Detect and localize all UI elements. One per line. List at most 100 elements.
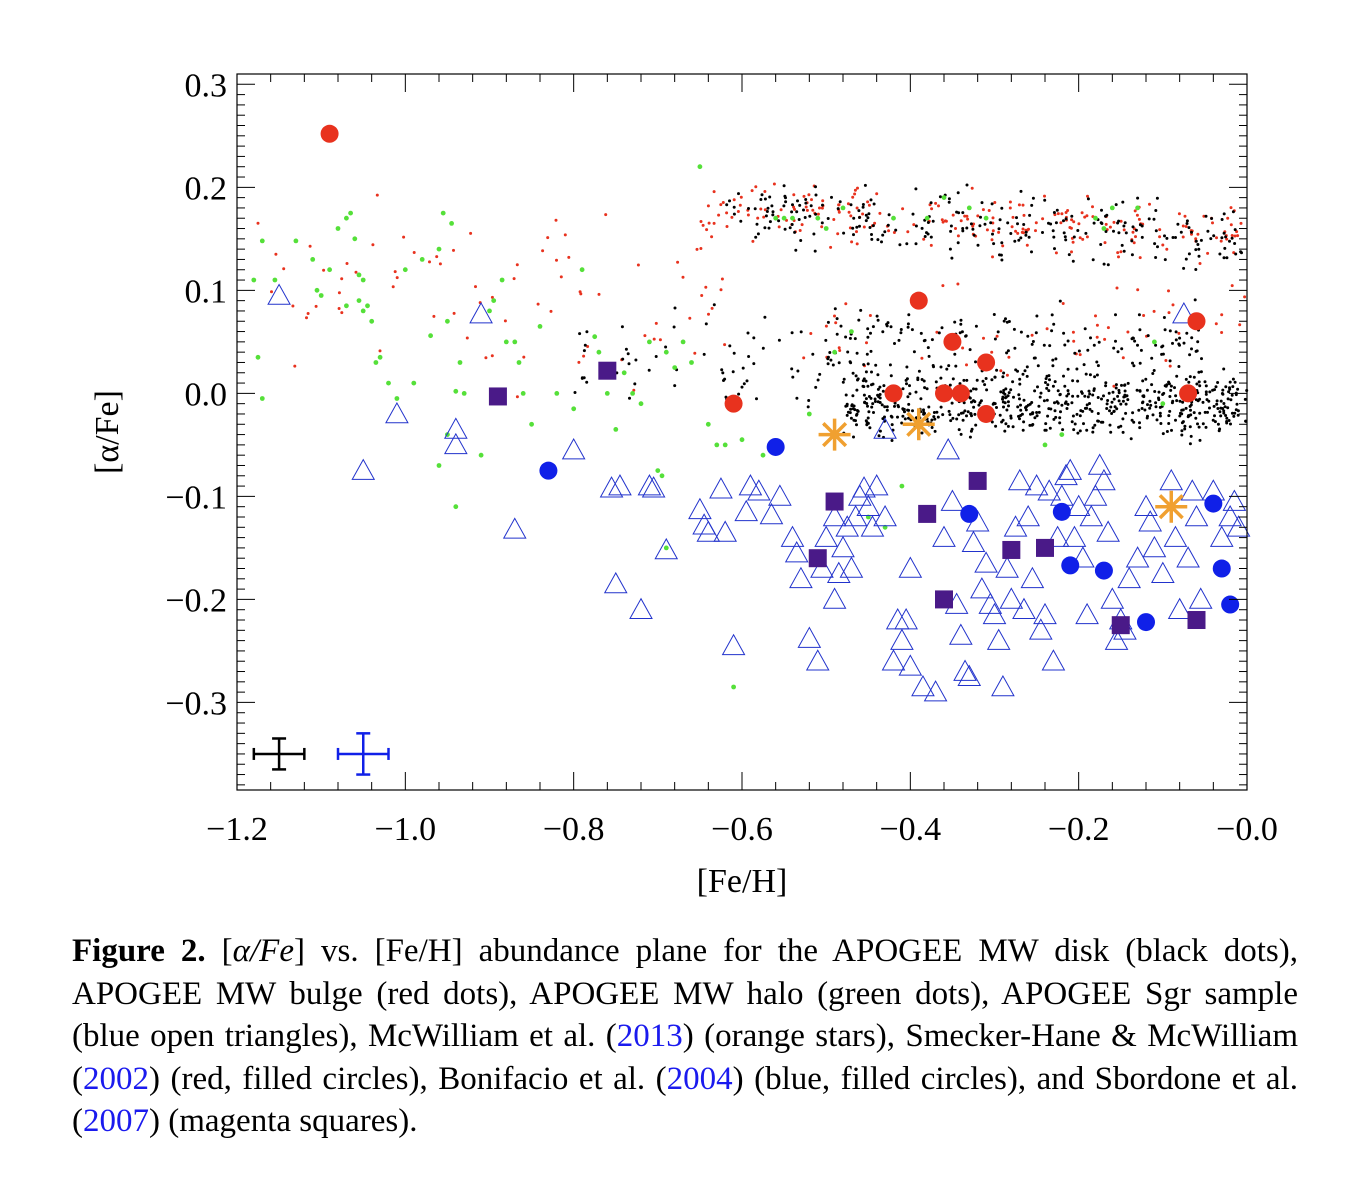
data-point bbox=[1114, 203, 1118, 207]
data-point bbox=[1172, 302, 1196, 324]
data-point bbox=[890, 415, 894, 419]
data-point bbox=[1059, 410, 1062, 414]
data-point bbox=[1229, 206, 1233, 210]
data-point bbox=[1233, 242, 1237, 245]
citation-link-2002[interactable]: 2002 bbox=[83, 1060, 149, 1097]
data-point bbox=[1193, 298, 1197, 302]
data-point bbox=[583, 343, 587, 347]
data-point bbox=[1222, 212, 1226, 216]
data-point bbox=[393, 270, 397, 274]
data-point bbox=[704, 322, 708, 326]
data-point bbox=[939, 376, 943, 380]
data-point bbox=[1067, 253, 1071, 257]
data-point bbox=[818, 418, 851, 451]
data-point bbox=[1046, 414, 1050, 418]
data-point bbox=[803, 216, 807, 219]
data-point bbox=[848, 226, 852, 230]
data-point bbox=[663, 349, 669, 355]
data-point bbox=[1171, 236, 1175, 239]
data-point bbox=[728, 344, 732, 348]
data-point bbox=[937, 204, 940, 208]
data-point bbox=[792, 205, 796, 209]
data-point bbox=[1206, 410, 1209, 414]
data-point bbox=[747, 355, 751, 358]
data-point bbox=[959, 411, 963, 415]
data-point bbox=[1167, 597, 1192, 620]
citation-link-2007[interactable]: 2007 bbox=[83, 1103, 149, 1139]
data-point bbox=[673, 306, 677, 310]
data-point bbox=[1100, 397, 1103, 401]
data-point bbox=[1070, 214, 1074, 218]
data-point bbox=[1058, 393, 1062, 397]
data-point bbox=[1097, 340, 1101, 344]
data-point bbox=[1052, 322, 1056, 326]
data-point bbox=[881, 649, 906, 671]
data-point bbox=[1180, 433, 1184, 437]
data-point bbox=[992, 313, 996, 316]
data-point bbox=[1091, 258, 1095, 262]
data-point bbox=[1030, 203, 1034, 207]
data-point bbox=[1070, 420, 1074, 424]
data-point bbox=[1116, 350, 1120, 354]
data-point bbox=[1083, 327, 1087, 331]
data-point bbox=[419, 257, 425, 262]
data-point bbox=[922, 408, 925, 412]
data-point bbox=[872, 202, 876, 206]
data-point bbox=[1100, 587, 1125, 609]
data-point bbox=[1229, 223, 1233, 227]
data-point bbox=[765, 210, 769, 213]
data-point bbox=[554, 218, 558, 222]
data-point bbox=[688, 316, 692, 320]
data-point bbox=[849, 416, 853, 420]
data-point bbox=[488, 387, 507, 406]
data-point bbox=[1004, 387, 1008, 391]
data-point bbox=[791, 375, 795, 379]
data-point bbox=[1203, 410, 1207, 414]
data-point bbox=[951, 416, 955, 420]
data-point bbox=[889, 374, 893, 378]
data-point bbox=[1219, 399, 1223, 403]
data-point bbox=[1187, 611, 1206, 630]
data-point bbox=[1121, 399, 1125, 403]
data-point bbox=[835, 332, 839, 336]
data-point bbox=[1181, 400, 1185, 404]
data-point bbox=[907, 416, 910, 420]
data-point bbox=[1059, 221, 1063, 225]
data-point bbox=[926, 346, 930, 350]
data-point bbox=[1215, 236, 1218, 240]
data-point bbox=[1066, 367, 1070, 371]
data-point bbox=[1133, 209, 1137, 213]
data-point bbox=[954, 227, 957, 230]
data-point bbox=[990, 378, 994, 382]
data-point bbox=[914, 224, 918, 228]
data-point bbox=[1134, 494, 1158, 516]
data-point bbox=[1103, 337, 1107, 341]
data-point bbox=[811, 208, 815, 212]
data-point bbox=[898, 556, 923, 578]
data-point bbox=[561, 437, 586, 460]
data-point bbox=[1094, 314, 1097, 318]
data-point bbox=[1222, 231, 1226, 235]
data-point bbox=[706, 204, 710, 208]
data-point bbox=[567, 255, 571, 259]
data-point bbox=[784, 200, 788, 204]
data-point bbox=[604, 213, 608, 217]
data-point bbox=[855, 206, 859, 210]
data-point bbox=[1165, 236, 1169, 240]
data-point bbox=[755, 222, 759, 226]
citation-link-2013[interactable]: 2013 bbox=[616, 1018, 683, 1054]
data-point bbox=[1114, 313, 1117, 317]
data-point bbox=[1017, 203, 1021, 207]
citation-link-2004[interactable]: 2004 bbox=[666, 1060, 733, 1097]
data-point bbox=[705, 421, 711, 427]
data-point bbox=[707, 221, 711, 225]
data-point bbox=[968, 435, 972, 439]
data-point bbox=[881, 330, 885, 334]
data-point bbox=[922, 339, 926, 343]
data-point bbox=[857, 318, 861, 322]
data-point bbox=[1221, 407, 1225, 410]
data-point bbox=[1231, 210, 1235, 214]
data-point bbox=[977, 404, 996, 423]
data-point bbox=[582, 349, 586, 353]
data-point bbox=[990, 238, 994, 242]
